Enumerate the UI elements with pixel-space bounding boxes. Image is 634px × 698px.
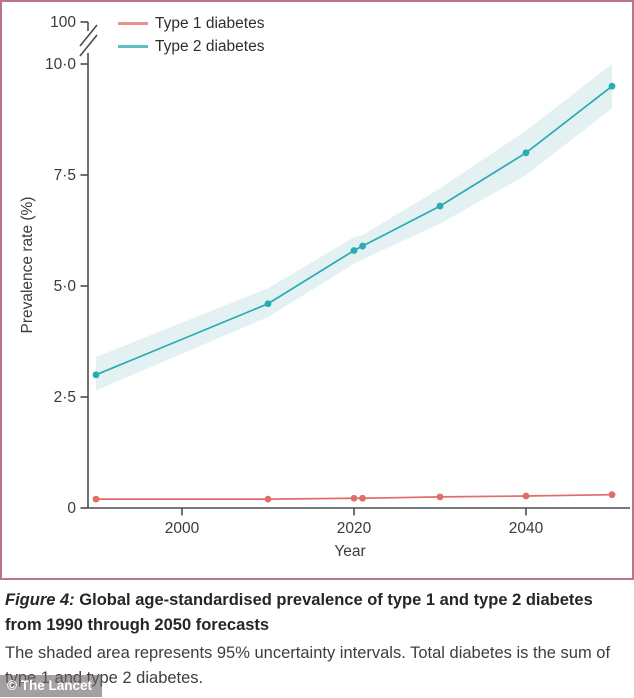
y-tick-label: 10·0 <box>45 56 76 73</box>
y-tick-label: 5·0 <box>54 278 77 295</box>
lancet-watermark: © The Lancet <box>0 675 102 697</box>
y-tick-label: 100 <box>50 14 76 31</box>
legend-swatch-type2-line <box>118 45 148 48</box>
data-point-type-1-diabetes <box>92 495 100 503</box>
legend-swatch-type1-line <box>118 22 148 25</box>
x-tick-label: 2040 <box>509 520 544 537</box>
y-axis-title: Prevalence rate (%) <box>19 196 36 334</box>
data-point-type-1-diabetes <box>359 494 366 502</box>
axis-break-slash <box>79 34 98 57</box>
axis-break-slash <box>79 24 98 47</box>
data-point-type-1-diabetes <box>350 494 358 502</box>
data-point-type-1-diabetes <box>264 495 272 503</box>
x-tick-label: 2000 <box>165 520 200 537</box>
y-tick-label: 7·5 <box>54 167 76 184</box>
diabetes-prevalence-chart: 100 10·0 7·5 5·0 2·5 0 2000 2020 2040 <box>45 14 630 537</box>
chart-legend: Type 1 diabetes Type 2 diabetes <box>118 12 264 58</box>
caption-figure-label: Figure 4: <box>5 591 75 609</box>
uncertainty-band <box>96 64 612 391</box>
data-point-type-2-diabetes <box>359 242 366 250</box>
y-tick-label: 0 <box>67 500 76 517</box>
data-point-type-2-diabetes <box>436 202 444 210</box>
caption-title-text: Global age-standardised prevalence of ty… <box>5 591 593 634</box>
legend-label-type2: Type 2 diabetes <box>155 37 265 55</box>
legend-item-type2: Type 2 diabetes <box>118 35 264 58</box>
x-axis-title: Year <box>334 543 366 560</box>
data-point-type-2-diabetes <box>522 149 530 157</box>
data-point-type-1-diabetes <box>608 491 616 499</box>
chart-panel: 100 10·0 7·5 5·0 2·5 0 2000 2020 2040 Type 1 dia… <box>0 0 634 580</box>
data-point-type-2-diabetes <box>608 82 616 90</box>
data-point-type-2-diabetes <box>264 300 272 308</box>
data-point-type-2-diabetes <box>92 371 100 379</box>
caption-title: Figure 4: Global age-standardised preval… <box>5 588 622 638</box>
data-point-type-2-diabetes <box>350 247 358 254</box>
x-tick-label: 2020 <box>337 520 372 537</box>
y-tick-label: 2·5 <box>54 389 76 406</box>
data-point-type-1-diabetes <box>522 492 530 500</box>
legend-item-type1: Type 1 diabetes <box>118 12 264 35</box>
data-point-type-1-diabetes <box>436 493 444 501</box>
legend-label-type1: Type 1 diabetes <box>155 14 265 32</box>
